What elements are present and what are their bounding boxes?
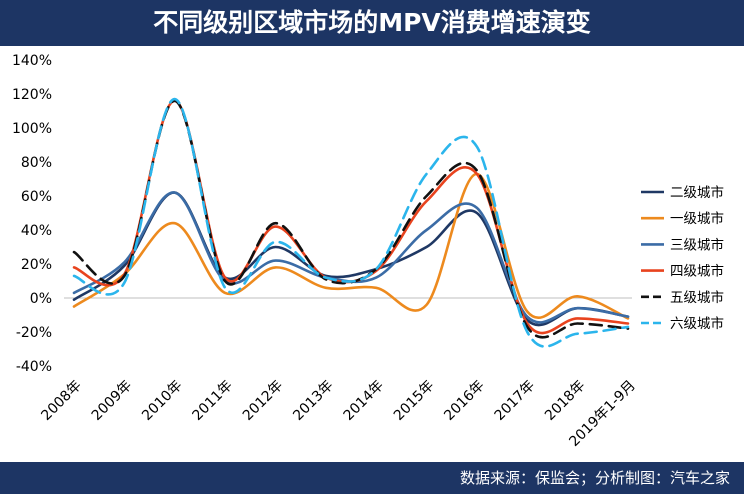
x-tick-label: 2017年 — [492, 378, 538, 424]
y-tick-label: 80% — [21, 155, 52, 171]
x-tick-label: 2014年 — [341, 378, 387, 424]
x-tick-label: 2016年 — [441, 378, 487, 424]
series-line-5 — [72, 99, 630, 339]
legend-label: 三级城市 — [670, 236, 724, 253]
chart-title: 不同级别区域市场的MPV消费增速演变 — [153, 8, 591, 37]
x-tick-label: 2009年 — [89, 378, 135, 424]
x-tick-label: 2010年 — [139, 378, 185, 424]
legend-label: 一级城市 — [670, 210, 724, 227]
x-tick-label: 2008年 — [38, 378, 84, 424]
y-tick-label: 140% — [12, 53, 52, 69]
legend-label: 四级城市 — [670, 263, 724, 280]
series-line-2 — [72, 172, 630, 320]
x-tick-label: 2015年 — [391, 378, 437, 424]
series-lines — [72, 97, 630, 348]
y-axis: 140% 120% 100% 80% 60% 40% 20% 0% -20% -40% — [12, 53, 52, 375]
y-tick-label: 100% — [12, 121, 52, 137]
y-tick-label: 120% — [12, 87, 52, 103]
x-tick-label: 2011年 — [190, 378, 236, 424]
x-tick-label: 2012年 — [240, 378, 286, 424]
y-tick-label: -20% — [16, 325, 52, 341]
y-tick-label: 40% — [21, 223, 52, 239]
x-tick-label: 2013年 — [290, 378, 336, 424]
y-tick-label: 60% — [21, 189, 52, 205]
footer-bar: 数据来源：保监会；分析制图：汽车之家 — [0, 462, 744, 494]
y-tick-label: 20% — [21, 257, 52, 273]
x-tick-label: 2018年 — [542, 378, 588, 424]
title-bar: 不同级别区域市场的MPV消费增速演变 — [0, 0, 744, 46]
legend-label: 二级城市 — [670, 184, 724, 201]
legend-label: 五级城市 — [670, 289, 724, 306]
series-line-6 — [72, 97, 630, 348]
y-tick-label: -40% — [16, 359, 52, 375]
y-tick-label: 0% — [30, 291, 52, 307]
series-line-1 — [72, 191, 630, 327]
data-source-note: 数据来源：保监会；分析制图：汽车之家 — [459, 469, 730, 487]
legend-label: 六级城市 — [670, 315, 724, 332]
series-line-3 — [72, 191, 630, 324]
